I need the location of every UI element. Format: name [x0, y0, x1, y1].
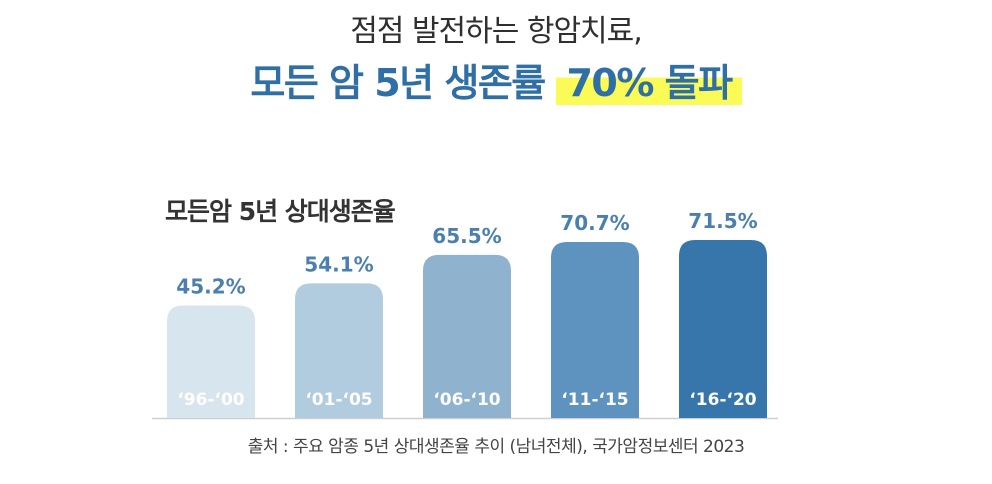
value-label-3: 65.5%	[432, 224, 501, 248]
category-label-5: ‘16-‘20	[689, 390, 756, 410]
bar-4	[551, 241, 639, 418]
bar-5	[679, 240, 767, 418]
headline-line-1: 점점 발전하는 항암치료,	[350, 14, 643, 49]
headline-main-text: 모든 암 5년 생존률	[250, 61, 557, 105]
bar-2	[295, 283, 383, 418]
bar-1	[167, 305, 255, 418]
source-caption: 출처 : 주요 암종 5년 상대생존율 추이 (남녀전체), 국가암정보센터 2…	[247, 437, 745, 457]
value-label-4: 70.7%	[560, 211, 629, 235]
bar-3	[423, 254, 511, 418]
category-label-1: ‘96-‘00	[177, 390, 244, 410]
chart-title: 모든암 5년 상대생존율	[165, 197, 396, 226]
category-label-2: ‘01-‘05	[305, 390, 372, 410]
headline-line-2: 모든 암 5년 생존률 70% 돌파	[0, 52, 992, 107]
value-label-2: 54.1%	[304, 252, 373, 276]
headline-highlight-text: 70% 돌파	[556, 61, 742, 105]
value-label-1: 45.2%	[176, 274, 245, 298]
category-label-4: ‘11-‘15	[561, 390, 628, 410]
category-label-3: ‘06-‘10	[433, 390, 500, 410]
value-label-5: 71.5%	[688, 209, 757, 233]
